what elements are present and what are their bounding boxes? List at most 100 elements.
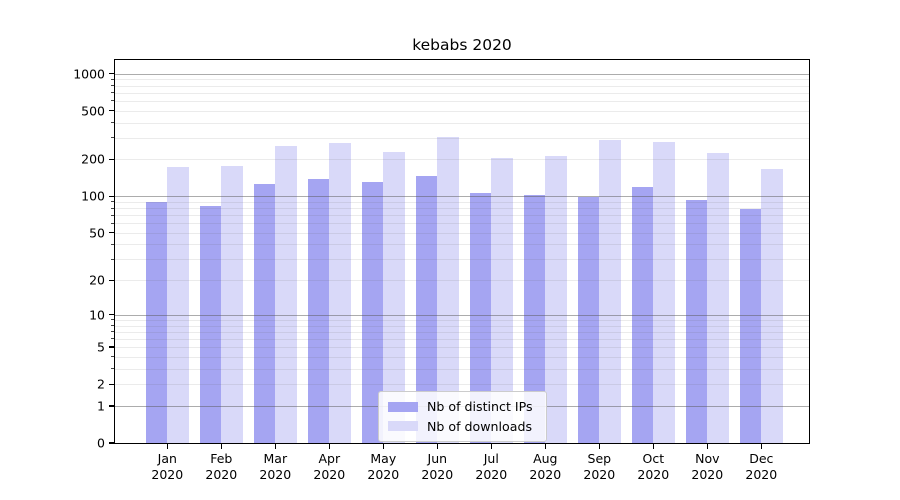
y-tick-mark-minor — [111, 122, 114, 123]
y-tick-label: 10 — [89, 307, 105, 323]
bar-distinct-ips-jun — [415, 176, 438, 443]
gridline-minor — [115, 201, 809, 203]
gridline-minor — [115, 331, 809, 333]
y-tick-mark-minor — [111, 338, 114, 340]
gridline-minor — [115, 368, 809, 370]
y-tick-mark-minor — [111, 78, 114, 80]
x-tick-label-nov: Nov 2020 — [691, 451, 723, 482]
legend-swatch-downloads — [388, 421, 418, 432]
x-tick-month: May — [370, 451, 397, 466]
gridline-minor — [115, 347, 809, 349]
gridline-minor — [115, 338, 809, 340]
bar-distinct-ips-nov — [685, 200, 708, 443]
y-tick-mark — [109, 195, 114, 197]
y-tick-label: 0 — [97, 435, 105, 451]
chart-title: kebabs 2020 — [412, 36, 512, 54]
gridline-minor — [115, 137, 809, 139]
y-tick-mark-minor — [111, 368, 114, 370]
bar-distinct-ips-may — [361, 181, 384, 443]
x-tick-mark — [544, 443, 546, 449]
bar-distinct-ips-jul — [469, 192, 492, 443]
gridline-minor — [115, 325, 809, 327]
y-tick-mark-minor — [111, 258, 114, 260]
bar-downloads-sep — [599, 140, 621, 443]
y-tick-label: 500 — [81, 103, 105, 119]
legend-item-downloads: Nb of downloads — [388, 417, 537, 437]
bar-distinct-ips-aug — [523, 194, 546, 443]
x-tick-month: Nov — [695, 451, 720, 466]
y-tick-label: 1 — [97, 398, 105, 414]
x-tick-month: Apr — [318, 451, 341, 466]
gridline-minor — [115, 215, 809, 217]
gridline-minor — [115, 85, 809, 87]
bar-distinct-ips-sep — [577, 197, 600, 443]
y-tick-mark — [109, 346, 114, 348]
y-tick-mark — [109, 383, 114, 385]
x-tick-year: 2020 — [367, 466, 400, 482]
y-tick-label: 200 — [81, 151, 105, 167]
bar-distinct-ips-jan — [145, 201, 168, 443]
x-tick-month: Mar — [263, 451, 288, 466]
bar-distinct-ips-dec — [739, 209, 762, 443]
x-tick-label-jul: Jul 2020 — [475, 451, 507, 482]
y-tick-mark-minor — [111, 201, 114, 203]
y-tick-mark-minor — [111, 214, 114, 216]
x-tick-label-oct: Oct 2020 — [637, 451, 669, 482]
bar-downloads-jun — [437, 136, 459, 443]
bar-downloads-jul — [491, 157, 513, 443]
y-tick-mark — [109, 405, 114, 407]
gridline-minor — [115, 319, 809, 321]
y-tick-mark-minor — [111, 137, 114, 139]
x-tick-label-may: May 2020 — [367, 451, 399, 482]
x-tick-label-apr: Apr 2020 — [313, 451, 345, 482]
x-tick-label-aug: Aug 2020 — [529, 451, 561, 482]
y-tick-mark — [109, 72, 114, 75]
gridline-minor — [115, 356, 809, 358]
x-tick-mark — [490, 443, 492, 449]
x-tick-mark — [436, 443, 438, 449]
x-tick-label-mar: Mar 2020 — [259, 451, 291, 482]
x-tick-mark — [652, 443, 654, 449]
bar-downloads-dec — [761, 168, 783, 443]
y-tick-mark-minor — [111, 243, 114, 245]
gridline-minor — [115, 232, 809, 234]
x-tick-month: Sep — [587, 451, 612, 466]
y-tick-mark-minor — [111, 92, 114, 94]
x-tick-month: Dec — [749, 451, 774, 466]
gridline-minor — [115, 384, 809, 386]
x-tick-year: 2020 — [421, 466, 454, 482]
x-tick-year: 2020 — [637, 466, 670, 482]
y-tick-mark-minor — [111, 319, 114, 321]
bar-downloads-apr — [329, 143, 351, 443]
y-tick-mark-minor — [111, 207, 114, 209]
gridline-minor — [115, 110, 809, 112]
x-tick-year: 2020 — [151, 466, 184, 482]
legend-label-downloads: Nb of downloads — [427, 418, 533, 434]
bar-downloads-nov — [707, 152, 729, 443]
y-tick-mark-minor — [111, 356, 114, 358]
x-tick-mark — [598, 443, 600, 449]
bar-distinct-ips-feb — [199, 206, 222, 443]
y-tick-label: 50 — [89, 225, 105, 241]
x-tick-month: Jul — [483, 451, 499, 466]
bar-downloads-oct — [653, 142, 675, 443]
x-tick-year: 2020 — [583, 466, 616, 482]
legend-swatch-distinct-ips — [388, 401, 418, 412]
y-tick-mark-minor — [111, 222, 114, 224]
x-tick-mark — [274, 443, 276, 449]
x-tick-year: 2020 — [691, 466, 724, 482]
gridline-major — [115, 196, 809, 198]
bar-downloads-mar — [275, 146, 297, 443]
x-tick-year: 2020 — [259, 466, 292, 482]
bar-distinct-ips-apr — [307, 178, 330, 443]
x-tick-mark — [166, 443, 168, 449]
gridline-minor — [115, 159, 809, 161]
bar-downloads-jan — [167, 166, 189, 443]
y-tick-label: 1000 — [73, 66, 105, 82]
legend-item-distinct-ips: Nb of distinct IPs — [388, 397, 537, 417]
x-tick-label-sep: Sep 2020 — [583, 451, 615, 482]
bar-downloads-feb — [221, 165, 243, 443]
y-tick-label: 100 — [81, 188, 105, 204]
bar-distinct-ips-mar — [253, 184, 276, 443]
